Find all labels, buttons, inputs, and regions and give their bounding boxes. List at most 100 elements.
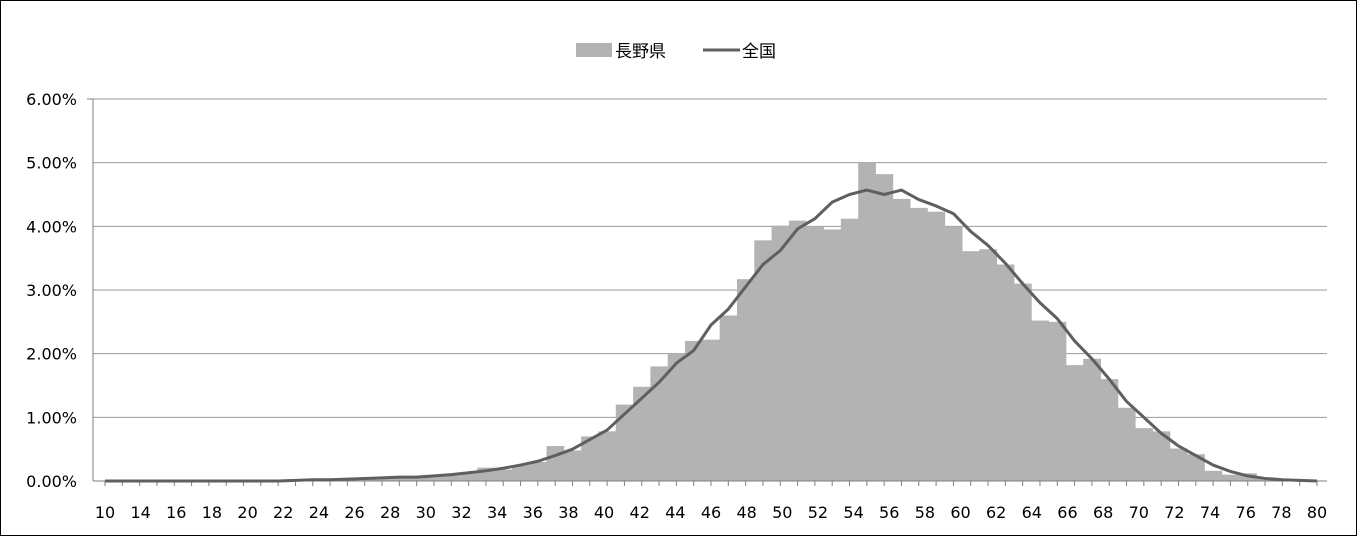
bar-67 [1083, 358, 1101, 481]
x-tick-label: 38 [558, 503, 578, 522]
x-tick-label: 60 [950, 503, 970, 522]
bar-27 [390, 477, 409, 481]
x-tick-label: 76 [1236, 503, 1256, 522]
bar-54 [858, 162, 876, 482]
legend-label-nagano: 長野県 [615, 42, 666, 62]
bar-31 [459, 473, 478, 481]
x-tick-label: 18 [202, 503, 222, 522]
y-tick-label: 1.00% [26, 408, 77, 427]
bar-52 [823, 229, 842, 481]
bar-58 [927, 211, 946, 481]
bar-50 [788, 220, 807, 481]
bar-46 [719, 315, 738, 481]
bar-55 [875, 174, 894, 481]
y-tick-label: 6.00% [26, 90, 77, 109]
bar-57 [910, 207, 928, 481]
line-zenkoku [105, 188, 1318, 483]
bar-63 [1014, 283, 1032, 481]
bar-49 [771, 225, 790, 481]
bar-34 [511, 465, 530, 481]
y-tick-label: 3.00% [26, 281, 77, 300]
bar-71 [1152, 431, 1171, 481]
bar-62 [996, 264, 1015, 481]
x-tick-label: 64 [1022, 503, 1042, 522]
y-tick-label: 2.00% [26, 345, 77, 364]
x-tick-label: 26 [344, 503, 364, 522]
bar-35 [529, 461, 547, 481]
bar-36 [546, 445, 565, 481]
bar-64 [1031, 320, 1050, 481]
x-tick-label: 22 [273, 503, 293, 522]
x-tick-label: 20 [237, 503, 257, 522]
x-tick-label: 14 [130, 503, 150, 522]
bar-53 [840, 218, 859, 481]
x-tick-label: 40 [594, 503, 614, 522]
x-tick-label: 62 [986, 503, 1006, 522]
bar-41 [633, 386, 651, 481]
x-tick-label: 10 [95, 503, 115, 522]
bar-59 [944, 226, 963, 481]
bar-30 [442, 475, 461, 481]
bar-47 [736, 279, 755, 481]
bar-38 [581, 436, 599, 481]
bar-73 [1187, 454, 1205, 481]
x-tick-label: 80 [1307, 503, 1327, 522]
x-tick-label: 48 [736, 503, 756, 522]
bar-68 [1100, 379, 1119, 481]
legend: 長野県 全国 [576, 42, 776, 62]
bar-70 [1135, 428, 1153, 481]
bar-72 [1169, 448, 1188, 481]
bar-25 [356, 479, 374, 481]
x-tick-label: 58 [915, 503, 935, 522]
x-tick-labels: 10 14 16 18 20 22 24 26 28 30 32 34 36 38 40 42 44 46 48 50… [95, 503, 1327, 522]
bar-66 [1065, 365, 1084, 481]
x-tick-label: 28 [380, 503, 400, 522]
bar-40 [615, 404, 634, 481]
bar-37 [563, 450, 582, 481]
x-tick-label: 74 [1200, 503, 1220, 522]
x-tick-label: 52 [808, 503, 828, 522]
bar-39 [598, 431, 617, 481]
x-tick-label: 46 [701, 503, 721, 522]
x-tick-label: 50 [772, 503, 792, 522]
x-tick-label: 16 [166, 503, 186, 522]
x-tick-label: 36 [523, 503, 543, 522]
legend-label-zenkoku: 全国 [742, 42, 776, 62]
bar-44 [685, 340, 703, 481]
x-tick-label: 30 [416, 503, 436, 522]
bar-43 [667, 353, 686, 481]
x-tick-label: 44 [665, 503, 685, 522]
bar-65 [1048, 321, 1067, 481]
bar-75 [1221, 474, 1240, 481]
bar-51 [806, 226, 824, 481]
x-tick-label: 72 [1164, 503, 1184, 522]
bar-74 [1204, 470, 1223, 481]
bar-69 [1117, 407, 1136, 481]
bar-28 [408, 477, 426, 481]
bar-26 [373, 478, 392, 481]
x-tick-label: 54 [843, 503, 863, 522]
bar-42 [650, 366, 669, 481]
legend-swatch-bar [576, 43, 612, 57]
x-tick-label: 32 [451, 503, 471, 522]
bar-29 [425, 476, 444, 481]
x-tick-label: 78 [1271, 503, 1291, 522]
x-tick-label: 68 [1093, 503, 1113, 522]
line-series [105, 188, 1318, 483]
y-tick-label: 4.00% [26, 217, 77, 236]
y-tick-label: 0.00% [26, 472, 77, 491]
bar-60 [962, 251, 980, 481]
bar-33 [494, 469, 513, 481]
x-tick-label: 34 [487, 503, 507, 522]
bar-56 [892, 198, 911, 481]
x-tick-label: 24 [309, 503, 329, 522]
bar-48 [754, 240, 772, 481]
bar-61 [979, 249, 998, 481]
bars-series [286, 162, 1309, 482]
y-tick-label: 5.00% [26, 154, 77, 173]
y-tick-labels: 0.00% 1.00% 2.00% 3.00% 4.00% 5.00% 6.00% [26, 90, 77, 491]
x-tick-label: 66 [1057, 503, 1077, 522]
x-tick-label: 56 [879, 503, 899, 522]
